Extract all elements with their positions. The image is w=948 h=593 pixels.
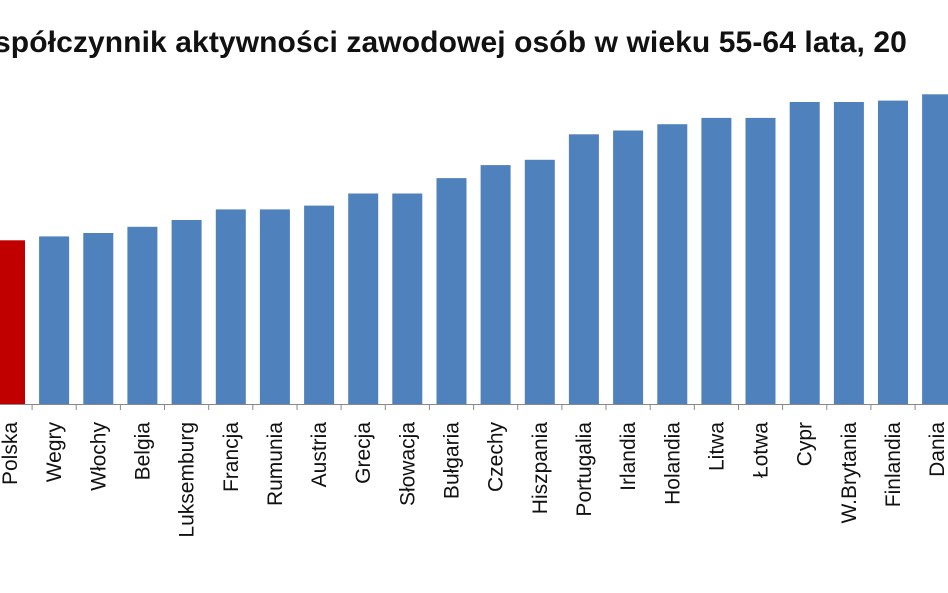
- bar-słowacja: [392, 193, 423, 404]
- x-tick-label: Grecja: [352, 422, 375, 484]
- bar-cypr: [789, 102, 820, 404]
- x-tick-label: Włochy: [87, 422, 110, 491]
- bar-czechy: [480, 165, 511, 404]
- bar-włochy: [83, 233, 114, 404]
- x-tick-label: Dania: [926, 422, 948, 477]
- bar-w-brytania: [833, 102, 864, 404]
- bar-hiszpania: [524, 159, 555, 404]
- x-tick-label: Irlandia: [617, 422, 640, 491]
- x-tick-label: Belgia: [131, 422, 154, 481]
- x-tick-label: W.Brytania: [838, 422, 861, 524]
- bar-bułgaria: [436, 178, 467, 404]
- bar-litwa: [701, 117, 732, 405]
- bar-austria: [304, 205, 335, 404]
- x-tick-label: Łotwa: [750, 422, 773, 478]
- bar-luksemburg: [171, 220, 202, 404]
- x-axis: [0, 404, 948, 410]
- bar-portugalia: [568, 134, 599, 405]
- x-tick-label: Litwa: [705, 422, 728, 471]
- x-tick-label: Portugalia: [573, 422, 596, 517]
- x-tick-label: Bułgaria: [441, 422, 464, 499]
- x-tick-label: Luksemburg: [176, 422, 199, 538]
- x-tick-label: Słowacja: [396, 422, 419, 506]
- bars: [0, 94, 948, 405]
- x-tick-label: Cypr: [794, 422, 817, 466]
- x-tick-labels: Polska Wegry Włochy Belgia Luksemburg Francja…: [0, 422, 948, 538]
- x-tick-label: Polska: [0, 422, 22, 485]
- chart-title: spółczynnik aktywności zawodowej osób w …: [0, 26, 907, 59]
- bar-łotwa: [745, 117, 776, 405]
- bar-belgia: [127, 226, 158, 404]
- bar-grecja: [348, 193, 379, 404]
- bar-polska: [0, 240, 25, 404]
- bar-rumunia: [259, 209, 290, 404]
- bar-dania: [922, 94, 948, 405]
- bar-finlandia: [878, 100, 908, 404]
- x-tick-label: Hiszpania: [529, 422, 552, 515]
- x-tick-label: Austria: [308, 422, 331, 488]
- x-tick-label: Finlandia: [882, 422, 905, 508]
- x-tick-label: Wegry: [43, 422, 66, 483]
- bar-irlandia: [613, 130, 644, 404]
- bar-holandia: [657, 124, 688, 404]
- x-tick-label: Czechy: [485, 422, 508, 493]
- x-tick-label: Holandia: [661, 422, 684, 505]
- bar-francja: [215, 209, 246, 404]
- x-tick-label: Rumunia: [264, 422, 287, 506]
- bar-wegry: [39, 236, 70, 404]
- x-tick-label: Francja: [220, 422, 243, 492]
